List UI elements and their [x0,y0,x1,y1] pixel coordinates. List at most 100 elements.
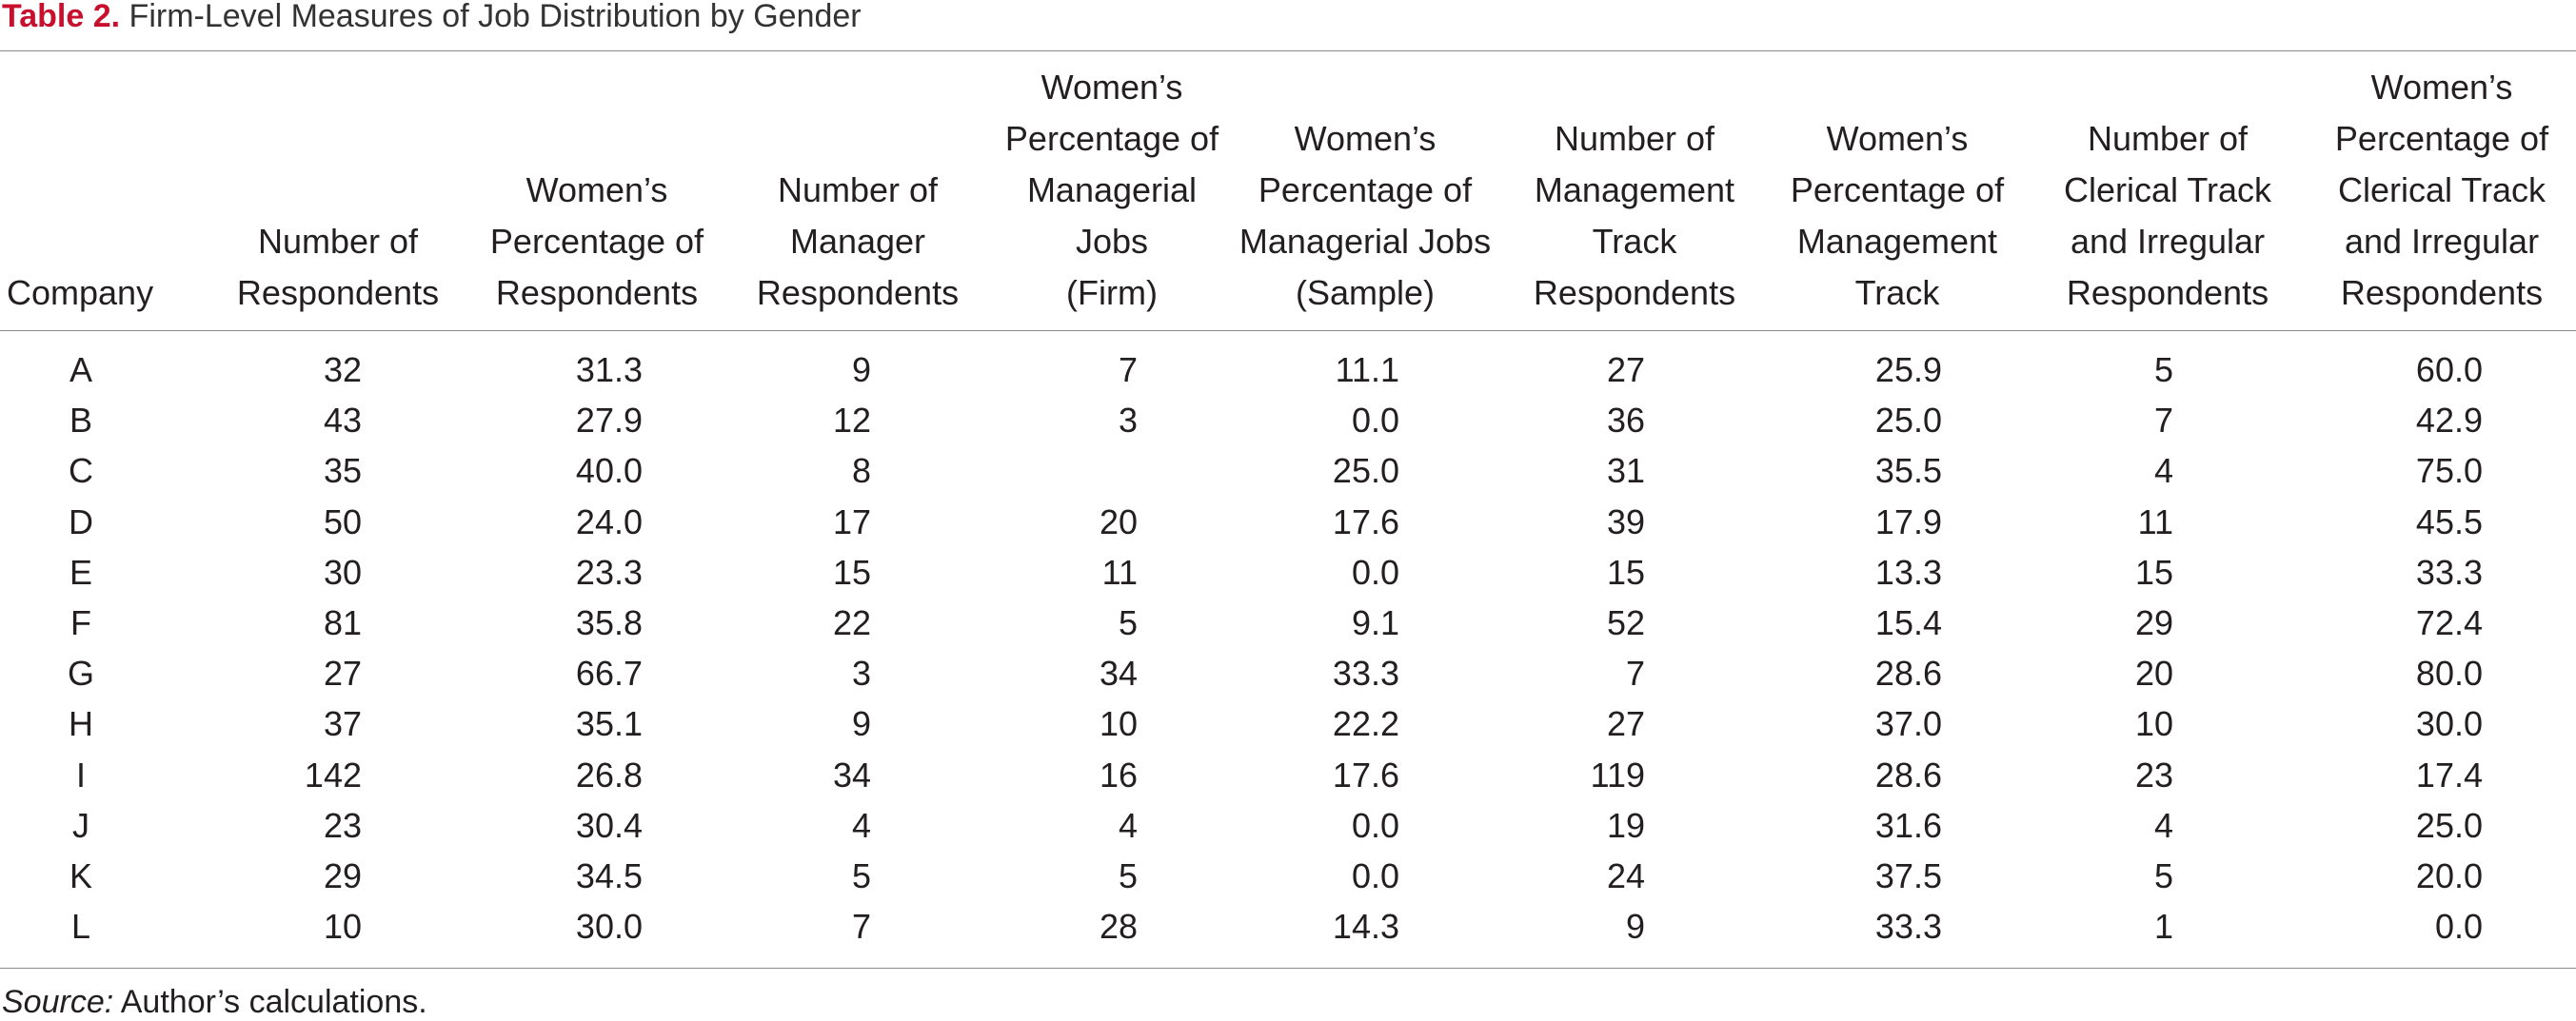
cell-company: G [67,654,94,694]
column-header-women-pct-managerial-jobs-firm: Women’s Percentage of Managerial Jobs (Firm) [993,67,1231,319]
cell-women-pct-respondents: 30.4 [575,805,643,845]
column-header-line: Number of [2087,119,2249,158]
cell-women-pct-clerical-irregular-respondents: 25.0 [2415,805,2483,845]
cell-women-pct-managerial-jobs-firm: 20 [1099,501,1138,541]
table-row: A 32 31.3 9 7 11.1 27 25.9 5 60.0 [0,344,2576,395]
cell-women-pct-managerial-jobs-sample: 22.2 [1332,704,1399,744]
cell-number-of-respondents: 27 [323,654,362,694]
cell-women-pct-respondents: 31.3 [575,350,643,389]
column-header-line: Respondents [236,273,440,312]
cell-women-pct-clerical-irregular-respondents: 0.0 [2434,907,2483,947]
table-source-note: Source: Author’s calculations. [2,983,427,1021]
column-header-line: Number of [777,170,939,209]
cell-number-of-manager-respondents: 12 [832,401,871,441]
cell-women-pct-management-track: 37.5 [1874,856,1942,895]
cell-number-of-clerical-irregular-respondents: 5 [2153,856,2173,895]
cell-women-pct-clerical-irregular-respondents: 33.3 [2415,552,2483,592]
column-header-line: Percentage of [2334,119,2549,158]
cell-women-pct-managerial-jobs-firm: 7 [1118,350,1138,389]
cell-company: B [69,401,92,441]
cell-number-of-manager-respondents: 22 [832,603,871,642]
column-header-number-of-clerical-irregular-respondents: Number of Clerical Track and Irregular Resp… [2049,67,2287,319]
cell-women-pct-respondents: 34.5 [575,856,643,895]
cell-women-pct-managerial-jobs-sample: 33.3 [1332,654,1399,694]
column-header-women-pct-managerial-jobs-sample: Women’s Percentage of Managerial Jobs (Samp… [1227,67,1503,319]
cell-number-of-respondents: 37 [323,704,362,744]
cell-company: J [72,805,89,845]
cell-women-pct-management-track: 31.6 [1874,805,1942,845]
cell-number-of-clerical-irregular-respondents: 7 [2153,401,2173,441]
cell-number-of-management-track-respondents: 39 [1606,501,1645,541]
cell-number-of-clerical-irregular-respondents: 29 [2134,603,2173,642]
column-header-number-of-respondents: Number of Respondents [224,67,452,319]
cell-number-of-manager-respondents: 8 [851,451,871,491]
table-caption: Firm-Level Measures of Job Distribution … [129,0,862,34]
cell-number-of-respondents: 43 [323,401,362,441]
column-header-line: Respondents [495,273,699,312]
table-row: F 81 35.8 22 5 9.1 52 15.4 29 72.4 [0,598,2576,648]
cell-number-of-respondents: 142 [304,755,362,795]
cell-company: H [69,704,93,744]
cell-women-pct-respondents: 30.0 [575,907,643,947]
cell-women-pct-managerial-jobs-sample: 0.0 [1351,401,1399,441]
column-header-line: Clerical Track [2063,170,2272,209]
cell-number-of-respondents: 29 [323,856,362,895]
column-header-line: Percentage of [1004,119,1219,158]
cell-women-pct-management-track: 33.3 [1874,907,1942,947]
table-row: D 50 24.0 17 20 17.6 39 17.9 11 45.5 [0,497,2576,547]
table-row: K 29 34.5 5 5 0.0 24 37.5 5 20.0 [0,851,2576,901]
cell-number-of-management-track-respondents: 119 [1590,755,1645,795]
table-number: Table 2. [2,0,121,34]
column-header-line: Managerial Jobs [1238,222,1492,261]
cell-number-of-manager-respondents: 34 [832,755,871,795]
column-header-line: Managerial [1026,170,1198,209]
table-row: E 30 23.3 15 11 0.0 15 13.3 15 33.3 [0,547,2576,598]
cell-number-of-management-track-respondents: 15 [1606,552,1645,592]
cell-company: E [69,552,92,592]
cell-women-pct-managerial-jobs-firm: 5 [1118,603,1138,642]
cell-women-pct-managerial-jobs-sample: 0.0 [1351,856,1399,895]
cell-number-of-respondents: 10 [323,907,362,947]
cell-company: K [69,856,92,895]
cell-women-pct-clerical-irregular-respondents: 80.0 [2415,654,2483,694]
cell-women-pct-managerial-jobs-sample: 11.1 [1335,350,1399,389]
cell-women-pct-managerial-jobs-sample: 9.1 [1351,603,1399,642]
cell-women-pct-clerical-irregular-respondents: 20.0 [2415,856,2483,895]
cell-number-of-manager-respondents: 17 [832,501,871,541]
table-row: G 27 66.7 3 34 33.3 7 28.6 20 80.0 [0,648,2576,698]
table-row: L 10 30.0 7 28 14.3 9 33.3 1 0.0 [0,901,2576,952]
cell-women-pct-clerical-irregular-respondents: 17.4 [2415,755,2483,795]
column-header-women-pct-management-track: Women’s Percentage of Management Track [1778,67,2016,319]
column-header-line: Respondents [756,273,960,312]
cell-women-pct-managerial-jobs-firm: 3 [1118,401,1138,441]
cell-number-of-clerical-irregular-respondents: 4 [2153,451,2173,491]
cell-women-pct-respondents: 26.8 [575,755,643,795]
column-header-women-pct-clerical-irregular-respondents: Women’s Percentage of Clerical Track and Ir… [2318,67,2566,319]
cell-women-pct-management-track: 25.0 [1874,401,1942,441]
table-row: H 37 35.1 9 10 22.2 27 37.0 10 30.0 [0,698,2576,749]
cell-women-pct-managerial-jobs-firm: 11 [1101,552,1138,592]
cell-number-of-clerical-irregular-respondents: 23 [2134,755,2173,795]
column-header-line: Women’s [1294,119,1437,158]
column-header-line: Manager [789,222,926,261]
table-row: I 142 26.8 34 16 17.6 119 28.6 23 17.4 [0,750,2576,800]
column-header-line: Respondents [1533,273,1736,312]
column-header-line: Women’s [1040,68,1183,107]
cell-number-of-respondents: 23 [323,805,362,845]
cell-women-pct-management-track: 28.6 [1874,755,1942,795]
column-header-line: Number of [257,222,419,261]
cell-number-of-clerical-irregular-respondents: 11 [2137,501,2173,541]
column-header-line: Jobs [1075,222,1149,261]
cell-number-of-respondents: 50 [323,501,362,541]
cell-number-of-clerical-irregular-respondents: 1 [2153,907,2173,947]
cell-women-pct-managerial-jobs-firm: 10 [1099,704,1138,744]
table-title: Table 2. Firm-Level Measures of Job Dist… [2,0,862,35]
cell-number-of-manager-respondents: 4 [851,805,871,845]
column-header-number-of-management-track-respondents: Number of Management Track Respondents [1520,67,1749,319]
cell-women-pct-managerial-jobs-firm: 34 [1099,654,1138,694]
column-header-line: Number of [1554,119,1715,158]
column-header-line: Respondents [2340,273,2544,312]
cell-number-of-management-track-respondents: 31 [1606,451,1645,491]
cell-number-of-clerical-irregular-respondents: 10 [2134,704,2173,744]
cell-women-pct-management-track: 13.3 [1874,552,1942,592]
